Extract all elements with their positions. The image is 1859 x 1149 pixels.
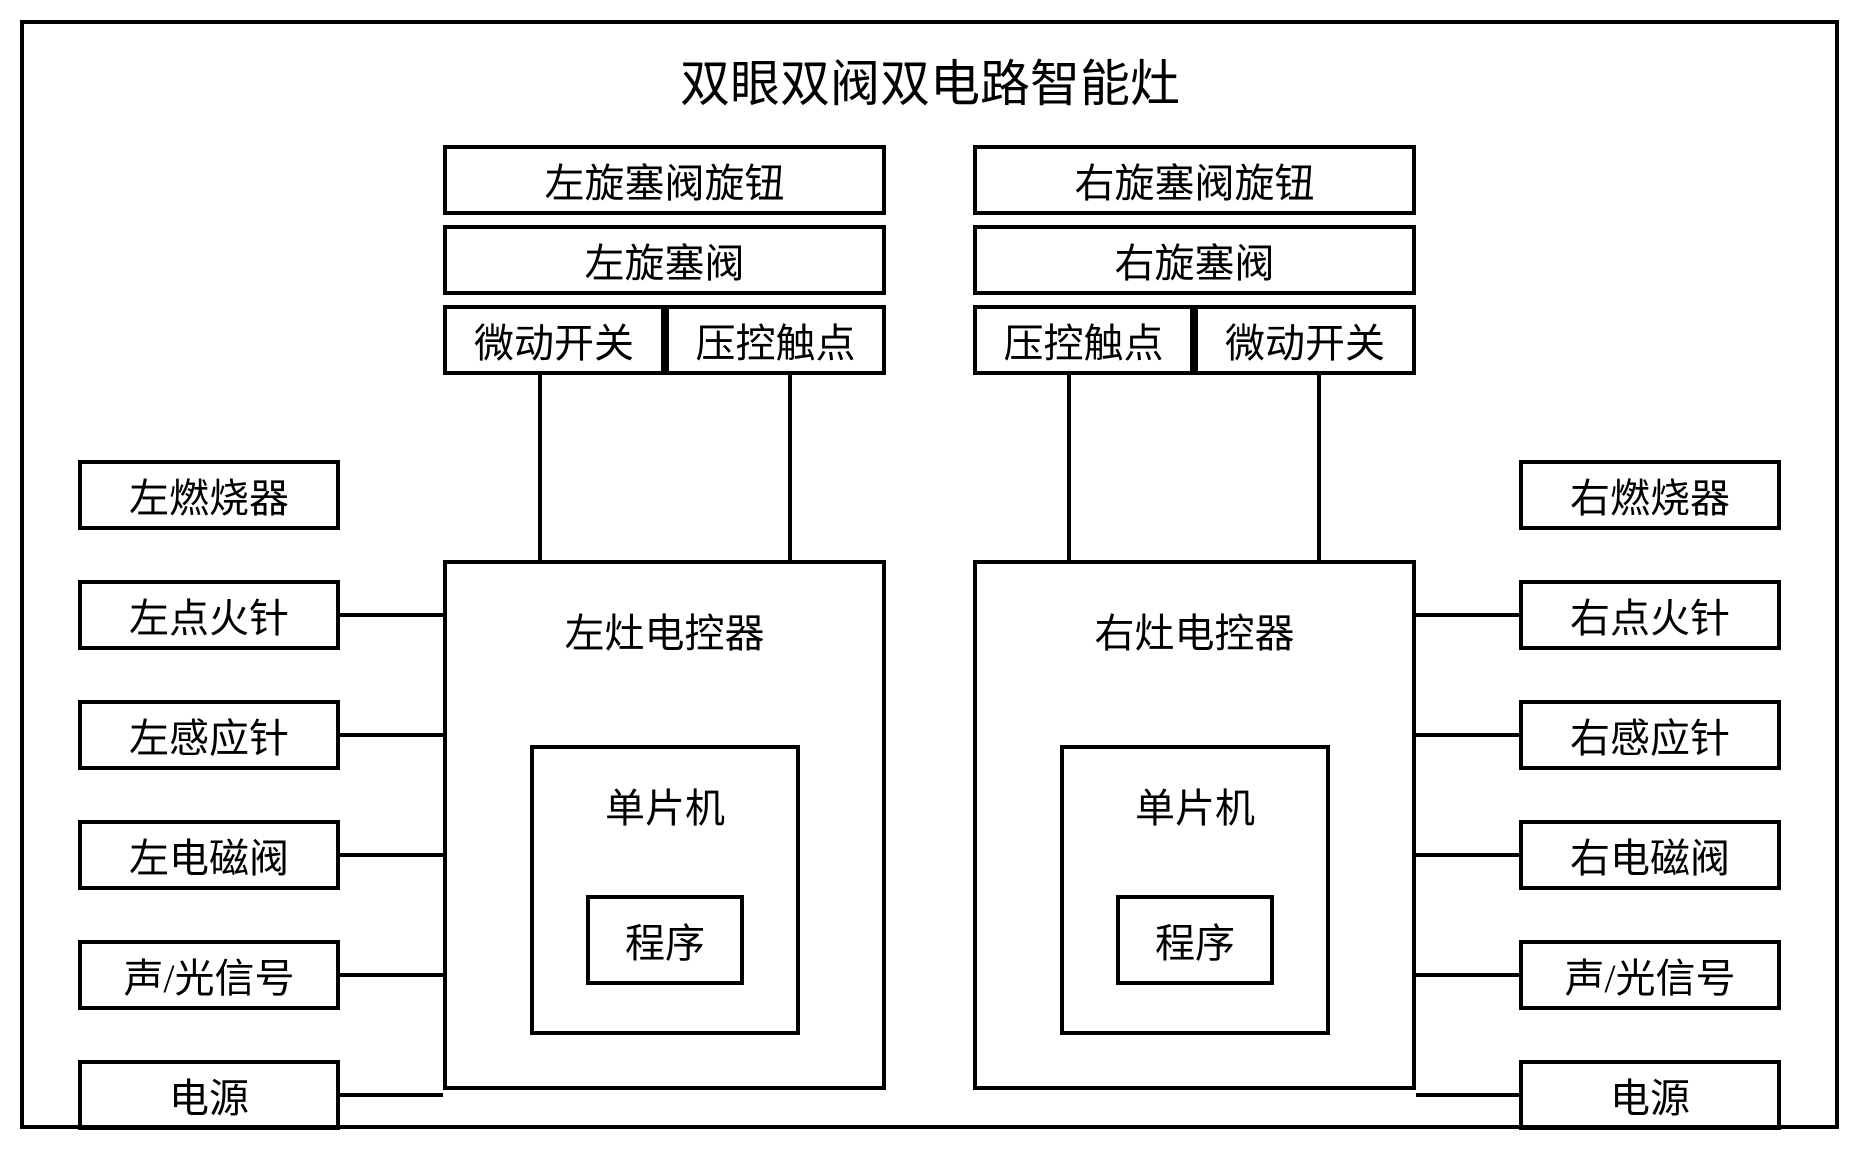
diagram-title: 双眼双阀双电路智能灶 [600, 45, 1260, 115]
left-side-box-5: 电源 [78, 1060, 340, 1130]
right-valve-stack-micro: 微动开关 [1194, 305, 1416, 375]
connector-h [1416, 853, 1519, 857]
left-program: 程序 [586, 895, 744, 985]
connector-v [1067, 375, 1071, 560]
right-side-box-1: 右点火针 [1519, 580, 1781, 650]
right-side-box-2: 右感应针 [1519, 700, 1781, 770]
connector-h [340, 853, 443, 857]
connector-h [340, 733, 443, 737]
left-valve-stack-valve: 左旋塞阀 [443, 225, 886, 295]
left-side-box-0: 左燃烧器 [78, 460, 340, 530]
right-side-box-3: 右电磁阀 [1519, 820, 1781, 890]
left-side-box-4: 声/光信号 [78, 940, 340, 1010]
connector-h [1416, 613, 1519, 617]
connector-h [340, 973, 443, 977]
connector-h [340, 1093, 443, 1097]
right-valve-stack-knob: 右旋塞阀旋钮 [973, 145, 1416, 215]
left-valve-stack-micro: 微动开关 [443, 305, 665, 375]
right-valve-stack-press: 压控触点 [973, 305, 1194, 375]
right-controller-label: 右灶电控器 [973, 600, 1416, 660]
connector-h [340, 613, 443, 617]
connector-h [1416, 973, 1519, 977]
left-controller-label: 左灶电控器 [443, 600, 886, 660]
left-mcu-label: 单片机 [530, 775, 800, 835]
connector-v [788, 375, 792, 560]
connector-v [538, 375, 542, 560]
right-valve-stack-valve: 右旋塞阀 [973, 225, 1416, 295]
left-side-box-2: 左感应针 [78, 700, 340, 770]
right-side-box-0: 右燃烧器 [1519, 460, 1781, 530]
right-program: 程序 [1116, 895, 1274, 985]
left-side-box-3: 左电磁阀 [78, 820, 340, 890]
left-valve-stack-press: 压控触点 [665, 305, 886, 375]
right-side-box-4: 声/光信号 [1519, 940, 1781, 1010]
left-side-box-1: 左点火针 [78, 580, 340, 650]
connector-h [1416, 733, 1519, 737]
right-mcu-label: 单片机 [1060, 775, 1330, 835]
left-valve-stack-knob: 左旋塞阀旋钮 [443, 145, 886, 215]
connector-v [1317, 375, 1321, 560]
right-side-box-5: 电源 [1519, 1060, 1781, 1130]
connector-h [1416, 1093, 1519, 1097]
